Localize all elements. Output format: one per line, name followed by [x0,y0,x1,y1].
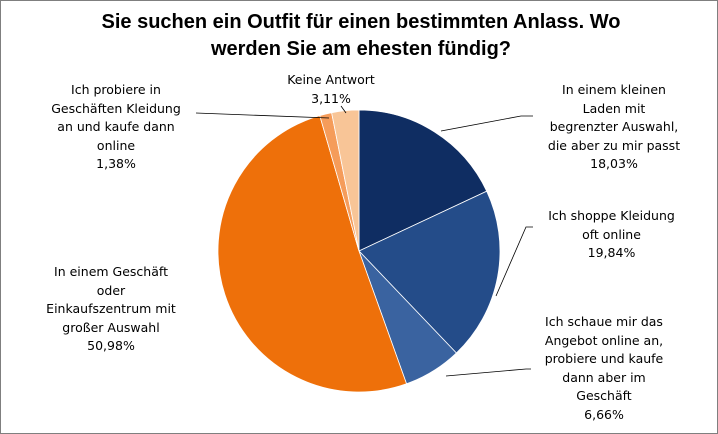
slice-label-try-in-store-buy-online: Ich probiere in Geschäften Kleidung an u… [36,81,196,174]
label-line: Keine Antwort [287,72,375,87]
label-value: 6,66% [584,406,624,422]
label-line: dann aber im [562,369,646,385]
label-line: In einem kleinen [562,82,666,97]
label-value: 3,11% [311,90,351,106]
label-line: Ich probiere in [71,82,161,97]
label-value: 19,84% [587,245,636,260]
leader-line [495,226,533,297]
pie-slice-no-answer [331,109,360,252]
pie-slice-large-store [217,115,408,393]
leader-line [445,368,531,377]
label-line: an und kaufe dann [57,119,175,134]
label-line: Angebot online an, [544,332,664,348]
label-value: 1,38% [96,156,136,171]
pie-slice-online-shopping [358,190,501,354]
label-line: oft online [582,226,641,242]
chart-title-line-2: werden Sie am ehesten fündig? [210,38,512,60]
slice-label-online-shopping: Ich shoppe Kleidung oft online 19,84% [524,207,699,263]
label-line: Laden mit [582,100,646,116]
label-line: Geschäften Kleidung [51,100,181,116]
label-value: 50,98% [87,338,135,353]
leader-line [440,115,533,132]
label-line: begrenzter Auswahl, [549,119,679,134]
label-line: großer Auswahl [62,319,160,335]
label-line: probiere und kaufe [544,351,664,366]
slice-label-large-store: In einem Geschäft oder Einkaufszentrum m… [31,263,191,356]
chart-title-line-1: Sie suchen ein Outfit für einen bestimmt… [101,11,621,33]
leader-line [195,112,330,119]
leader-line [340,105,347,114]
label-line: online [96,137,136,153]
label-line: oder [96,282,126,298]
label-line: In einem Geschäft [54,264,168,279]
slice-label-small-shop: In einem kleinen Laden mit begrenzter Au… [519,81,709,174]
label-line: Einkaufszentrum mit [46,301,176,316]
label-line: die aber zu mir passt [547,137,681,153]
label-value: 18,03% [590,156,638,171]
label-line: Ich schaue mir das [545,314,663,329]
label-line: Geschäft [576,388,632,403]
chart-title: Sie suchen ein Outfit für einen bestimmt… [61,9,661,63]
pie-slice-small-shop [358,109,488,252]
slice-label-no-answer: Keine Antwort 3,11% [266,71,396,108]
label-line: Ich shoppe Kleidung [548,208,675,223]
slice-label-browse-online-buy-store: Ich schaue mir das Angebot online an, pr… [519,313,689,424]
